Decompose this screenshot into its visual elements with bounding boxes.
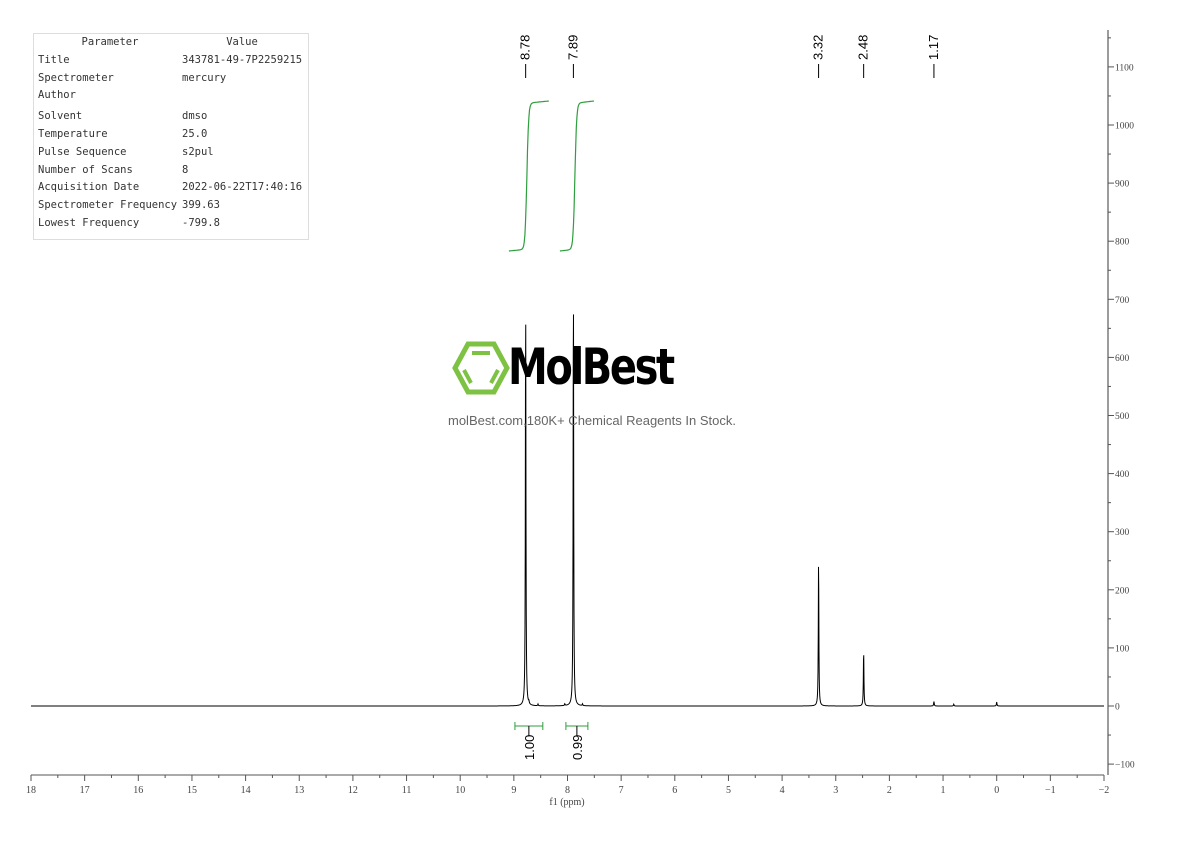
y-tick-label: 300 — [1115, 528, 1130, 538]
y-tick-label: 700 — [1115, 296, 1130, 306]
x-tick-label: 13 — [294, 785, 304, 796]
x-tick-label: 11 — [402, 785, 412, 796]
x-tick-label: 4 — [780, 785, 785, 796]
molbest-logo-icon — [452, 341, 510, 395]
x-tick-label: 17 — [80, 785, 90, 796]
integral-curve — [508, 100, 549, 252]
x-tick-label: 7 — [619, 785, 624, 796]
x-tick-label: 15 — [187, 785, 197, 796]
parameter-value: 8 — [182, 163, 189, 176]
parameter-value: -799.8 — [182, 216, 220, 229]
table-row: Solvent dmso — [34, 108, 308, 126]
x-tick-label: 1 — [941, 785, 946, 796]
y-tick-label: 500 — [1115, 412, 1130, 422]
x-tick-label: 2 — [887, 785, 892, 796]
x-tick-label: −1 — [1045, 785, 1056, 796]
parameter-name: Lowest Frequency — [38, 216, 140, 229]
watermark-tagline: molBest.com,180K+ Chemical Reagents In S… — [448, 413, 736, 428]
y-tick-label: 0 — [1115, 703, 1120, 713]
parameter-name: Spectrometer — [38, 71, 114, 84]
table-row: Spectrometer Frequency 399.63 — [34, 197, 308, 215]
table-row: Lowest Frequency -799.8 — [34, 215, 308, 233]
table-row: Pulse Sequence s2pul — [34, 144, 308, 162]
x-tick-label: 12 — [348, 785, 358, 796]
table-row: Spectrometer mercury — [34, 70, 308, 88]
peak-label: 1.17 — [926, 35, 941, 60]
y-tick-label: −100 — [1115, 761, 1135, 771]
peak-label: 7.89 — [565, 35, 580, 60]
y-tick-label: 100 — [1115, 644, 1130, 654]
y-tick-label: 1000 — [1115, 122, 1134, 132]
x-tick-label: 5 — [726, 785, 731, 796]
parameter-name: Pulse Sequence — [38, 145, 127, 158]
y-tick-label: 900 — [1115, 180, 1130, 190]
y-tick-label: 600 — [1115, 354, 1130, 364]
x-tick-label: 9 — [511, 785, 516, 796]
parameter-value: s2pul — [182, 145, 214, 158]
peak-label: 2.48 — [856, 35, 871, 60]
parameter-value: 2022-06-22T17:40:16 — [182, 181, 303, 194]
y-tick-label: 1100 — [1115, 63, 1134, 73]
parameter-name: Author — [38, 89, 76, 102]
parameter-name: Temperature — [38, 127, 108, 140]
peak-label: 3.32 — [811, 35, 826, 60]
x-axis-label: f1 (ppm) — [549, 797, 584, 808]
x-tick-label: 8 — [565, 785, 570, 796]
table-row: Acquisition Date 2022-06-22T17:40:16 — [34, 179, 308, 197]
x-tick-label: 16 — [133, 785, 143, 796]
x-tick-label: −2 — [1099, 785, 1110, 796]
parameter-value: 399.63 — [182, 199, 220, 212]
y-tick-label: 200 — [1115, 586, 1130, 596]
integral-curve — [559, 100, 594, 252]
parameter-name: Spectrometer Frequency — [38, 199, 178, 212]
table-row: Title 343781-49-7P2259215 — [34, 52, 308, 70]
x-tick-label: 6 — [672, 785, 677, 796]
table-header: Parameter Value — [81, 36, 258, 48]
table-row: Temperature 25.0 — [34, 126, 308, 144]
parameter-value: 343781-49-7P2259215 — [182, 53, 303, 66]
parameter-value: dmso — [182, 110, 208, 123]
y-tick-label: 800 — [1115, 238, 1130, 248]
parameter-name: Title — [38, 53, 70, 66]
x-tick-label: 18 — [26, 785, 36, 796]
integral-value: 1.00 — [522, 735, 537, 760]
parameter-value: 25.0 — [182, 127, 208, 140]
watermark-brand: MolBest — [508, 338, 675, 396]
parameter-name: Number of Scans — [38, 163, 133, 176]
parameter-value: mercury — [182, 71, 227, 84]
x-tick-label: 14 — [241, 785, 251, 796]
x-tick-label: 10 — [455, 785, 465, 796]
x-tick-label: 0 — [994, 785, 999, 796]
spectrum-line — [31, 314, 1104, 707]
parameter-table: Parameter Value Title 343781-49-7P2259215 Sp… — [33, 33, 309, 240]
parameter-name: Acquisition Date — [38, 181, 140, 194]
integral-value: 0.99 — [570, 735, 585, 760]
x-tick-label: 3 — [833, 785, 838, 796]
table-row: Number of Scans 8 — [34, 162, 308, 180]
table-row: Author — [34, 87, 308, 105]
peak-label: 8.78 — [518, 35, 533, 60]
parameter-name: Solvent — [38, 110, 83, 123]
y-tick-label: 400 — [1115, 470, 1130, 480]
